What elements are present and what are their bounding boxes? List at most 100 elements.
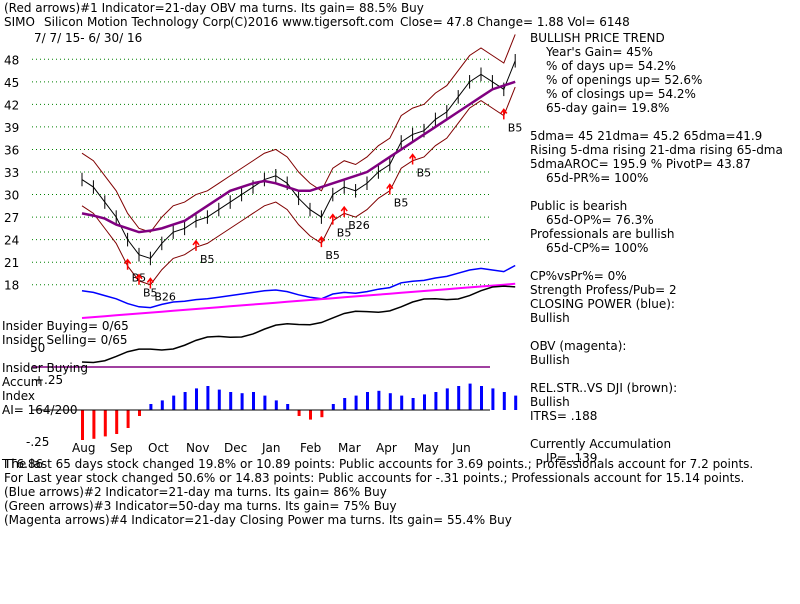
accum-bar xyxy=(115,410,119,434)
footer-line: (Blue arrows)#2 Indicator=21-day ma turn… xyxy=(4,485,387,499)
accum-bar xyxy=(172,395,176,410)
accum-bar xyxy=(309,410,312,420)
sidebar-line: 5dmaAROC= 195.9 % PivotP= 43.87 xyxy=(530,157,751,171)
insider-selling: Insider Selling= 0/65 xyxy=(2,333,128,347)
obv-line xyxy=(81,282,516,319)
sidebar-line: 65d-CP%= 100% xyxy=(546,241,648,255)
accum-bar xyxy=(263,395,267,410)
month-label: Aug xyxy=(72,441,95,455)
accum-bar xyxy=(423,394,426,410)
month-label: Jun xyxy=(451,441,471,455)
accum-label: Accum xyxy=(2,375,43,389)
accum-bar xyxy=(297,410,301,416)
accum-bar xyxy=(81,410,84,440)
y-tick-label: 36 xyxy=(4,143,19,157)
price-line xyxy=(81,60,516,260)
buy-arrow xyxy=(135,273,143,285)
sidebar-line: % of openings up= 52.6% xyxy=(546,73,702,87)
sidebar-line: REL.STR..VS DJI (brown): xyxy=(530,381,677,395)
price-series xyxy=(81,54,516,266)
price-y-axis: 48 45 42 39 36 33 30 27 24 21 18 xyxy=(4,53,19,292)
accum-top-label: +.25 xyxy=(34,373,63,387)
ma65-line xyxy=(81,80,516,234)
sidebar-line: Bullish xyxy=(530,311,570,325)
quote: Close= 47.8 Change= 1.88 Vol= 6148 xyxy=(400,15,630,29)
buy-arrow xyxy=(409,153,417,165)
sidebar-line: Strength Profess/Pub= 2 xyxy=(530,283,677,297)
closing-power-line xyxy=(81,264,516,309)
index-label: Index xyxy=(2,389,35,403)
sidebar-line: Currently Accumulation xyxy=(530,437,671,451)
accum-bar xyxy=(377,390,381,410)
price-gridlines xyxy=(32,58,490,286)
accumulation-index xyxy=(32,383,518,440)
footer-line: For Last year stock changed 50.6% or 14.… xyxy=(4,471,744,485)
y-tick-label: 27 xyxy=(4,211,19,225)
accum-bottom-label: -.25 xyxy=(26,435,49,449)
accum-bar xyxy=(331,404,335,410)
accum-bar xyxy=(366,392,369,410)
y-tick-label: 21 xyxy=(4,256,19,270)
accum-bar xyxy=(103,410,107,437)
sidebar-line: OBV (magenta): xyxy=(530,339,626,353)
accum-bar xyxy=(160,400,164,410)
month-label: Feb xyxy=(300,441,321,455)
sidebar-line: Professionals are bullish xyxy=(530,227,675,241)
accum-bar xyxy=(138,410,141,416)
y-tick-label: 42 xyxy=(4,98,19,112)
copyright: (C)2016 www.tigersoft.com xyxy=(230,15,394,29)
accum-bar xyxy=(434,392,438,410)
accum-bar xyxy=(252,392,255,410)
arrow-label: B5 xyxy=(508,121,523,134)
upper-band xyxy=(81,34,516,233)
footer-line: (Magenta arrows)#4 Indicator=21-day Clos… xyxy=(4,513,512,527)
accum-bar xyxy=(411,398,415,410)
ai-label: AI= 164/200 xyxy=(2,403,77,417)
month-label: Nov xyxy=(186,441,209,455)
sidebar-line: Year's Gain= 45% xyxy=(545,45,653,59)
accum-bar xyxy=(400,395,404,410)
accum-bar xyxy=(183,392,187,410)
month-label: May xyxy=(414,441,439,455)
insider-buying: Insider Buying= 0/65 xyxy=(2,319,129,333)
arrow-label: B5 xyxy=(337,227,352,240)
sidebar-line: CP%vsPr%= 0% xyxy=(530,269,627,283)
arrow-label: B26 xyxy=(154,290,176,303)
sidebar-line: % of days up= 54.2% xyxy=(546,59,676,73)
y-tick-label: 18 xyxy=(4,279,19,293)
accum-bar xyxy=(445,388,449,410)
price-bands xyxy=(81,34,516,286)
buy-arrow xyxy=(146,277,154,289)
sidebar-line: ITRS= .188 xyxy=(530,409,597,423)
footer-line: (Green arrows)#3 Indicator=50-day ma tur… xyxy=(4,499,397,513)
buy-arrow xyxy=(192,239,200,251)
accum-bar xyxy=(217,389,221,410)
accum-bar xyxy=(480,386,483,410)
accum-bar xyxy=(320,410,324,418)
sidebar-line: 5dma= 45 21dma= 45.2 65dma=41.9 xyxy=(530,129,762,143)
accum-bar xyxy=(286,404,290,410)
sidebar-line: CLOSING POWER (blue): xyxy=(530,297,675,311)
y-tick-label: 24 xyxy=(4,234,19,248)
sidebar-line: IP= .139 xyxy=(546,451,597,465)
buy-arrow xyxy=(386,183,394,195)
accum-bar xyxy=(274,400,278,410)
fifty-label: 50 xyxy=(30,341,45,355)
arrow-label: B5 xyxy=(200,253,215,266)
arrow-label: B26 xyxy=(348,219,370,232)
month-label: Apr xyxy=(376,441,397,455)
y-tick-label: 30 xyxy=(4,189,19,203)
accum-bar xyxy=(92,410,96,439)
sidebar-line: 65d-PR%= 100% xyxy=(546,171,648,185)
y-tick-label: 33 xyxy=(4,166,19,180)
footer: The last 65 days stock changed 19.8% or … xyxy=(3,457,753,527)
accum-bar xyxy=(491,388,495,410)
accum-bar xyxy=(149,404,153,410)
arrow-label: B5 xyxy=(143,287,158,300)
accum-bar xyxy=(468,383,472,410)
buy-arrow xyxy=(124,258,132,270)
lower-band xyxy=(81,86,516,286)
date-range: 7/ 7/ 15- 6/ 30/ 16 xyxy=(34,31,142,45)
company-name: Silicon Motion Technology Corp xyxy=(44,15,231,29)
